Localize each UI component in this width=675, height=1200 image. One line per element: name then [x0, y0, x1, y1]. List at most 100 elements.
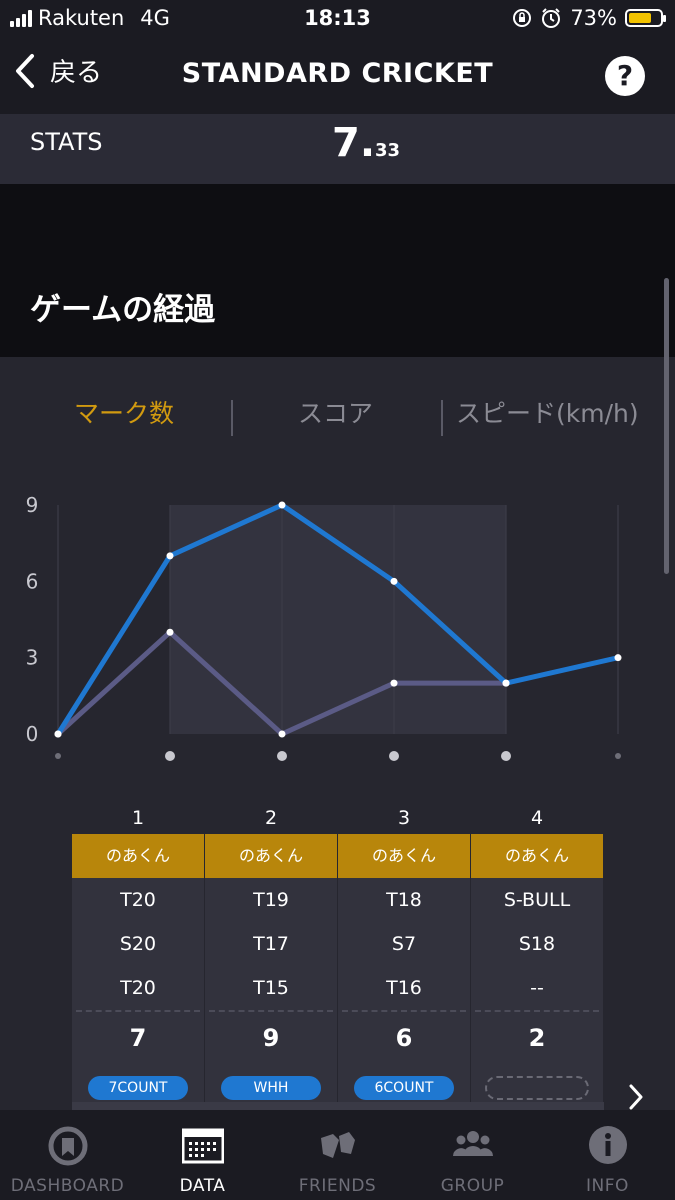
tab-score[interactable]: スコア — [298, 399, 374, 428]
data-point — [390, 679, 398, 687]
data-point — [278, 730, 286, 738]
chart-highlight-band — [170, 505, 506, 734]
round-total: 2 — [528, 1024, 546, 1052]
signal-icon — [10, 9, 32, 27]
award-badge-wrap: 6COUNT — [338, 1064, 470, 1112]
throw-1: S-BULL — [503, 889, 571, 911]
x-axis-dot — [615, 753, 621, 759]
player-name: のあくん — [205, 834, 337, 878]
tab-marks[interactable]: マーク数 — [74, 399, 175, 428]
carrier-name: Rakuten — [38, 6, 125, 30]
nav-bar: 戻る STANDARD CRICKET ? — [0, 36, 675, 114]
throw-3: T16 — [386, 977, 422, 999]
award-badge-wrap: 7COUNT — [72, 1064, 204, 1112]
data-point — [278, 501, 286, 509]
x-axis-dot — [55, 753, 61, 759]
back-button[interactable]: 戻る — [14, 52, 102, 89]
tabbar-label: DASHBOARD — [10, 1176, 125, 1196]
series-line — [55, 502, 621, 737]
data-point — [166, 628, 174, 636]
page-title: STANDARD CRICKET — [181, 58, 494, 89]
tabbar-label: DATA — [179, 1176, 226, 1196]
scrollbar[interactable] — [664, 278, 669, 574]
tab-speed[interactable]: スピード(km/h) — [456, 399, 639, 428]
throw-2: T17 — [253, 933, 289, 955]
tab-divider — [231, 400, 233, 436]
throw-1: T19 — [253, 889, 289, 911]
player-name: のあくん — [72, 834, 204, 878]
award-badge-empty — [485, 1076, 589, 1100]
x-axis-dot — [389, 751, 399, 761]
round-total: 6 — [395, 1024, 413, 1052]
player-name: のあくん — [338, 834, 470, 878]
battery-percent: 73% — [570, 6, 617, 30]
tabbar-data[interactable]: DATA — [135, 1110, 270, 1200]
data-point — [390, 577, 398, 585]
round-number: 1 — [131, 807, 145, 829]
divider — [342, 1010, 466, 1012]
throw-1: T20 — [120, 889, 156, 911]
data-point — [166, 552, 174, 560]
battery-icon — [625, 9, 666, 27]
round-number: 4 — [530, 807, 544, 829]
tabbar-info[interactable]: INFO — [540, 1110, 675, 1200]
data-icon — [182, 1128, 224, 1164]
clock: 18:13 — [304, 6, 371, 30]
tabbar-group[interactable]: GROUP — [405, 1110, 540, 1200]
tabbar-label: FRIENDS — [298, 1176, 377, 1196]
y-tick-label: 6 — [26, 569, 39, 593]
divider — [475, 1010, 599, 1012]
throw-2: S18 — [518, 933, 556, 955]
award-badge-wrap: WHH — [205, 1064, 337, 1112]
marks-line-chart: 0 3 6 9 — [26, 493, 622, 761]
throw-2: S7 — [391, 933, 417, 955]
round-column[interactable]: 4 のあくん S-BULL S18 -- 2 — [471, 806, 603, 1112]
tabbar-friends[interactable]: FRIENDS — [270, 1110, 405, 1200]
x-axis-dot — [165, 751, 175, 761]
player-name: のあくん — [471, 834, 603, 878]
round-column[interactable]: 3 のあくん T18 S7 T16 6 6COUNT — [338, 806, 470, 1112]
throw-2: S20 — [119, 933, 157, 955]
group-icon — [453, 1131, 493, 1156]
divider — [209, 1010, 333, 1012]
stats-value-decimal: 33 — [375, 140, 401, 161]
stats-value: 7.33 — [332, 120, 400, 166]
throw-3: -- — [530, 977, 544, 999]
table-bottom-strip — [72, 1102, 604, 1110]
help-button[interactable]: ? — [605, 56, 645, 96]
chevron-left-icon — [16, 53, 34, 88]
section-title: ゲームの経過 — [30, 292, 216, 328]
throw-3: T20 — [120, 977, 156, 999]
chevron-right-icon[interactable] — [627, 1080, 647, 1114]
data-point — [502, 679, 510, 687]
friends-icon — [321, 1132, 355, 1158]
dashboard-icon — [48, 1126, 88, 1166]
round-column[interactable]: 1 のあくん T20 S20 T20 7 7COUNT — [72, 806, 204, 1112]
award-badge: WHH — [221, 1076, 321, 1100]
rotation-lock-icon — [513, 9, 532, 27]
tabbar-label: GROUP — [440, 1176, 505, 1196]
y-tick-label: 0 — [26, 722, 39, 746]
round-number: 3 — [397, 807, 411, 829]
tabbar-label: INFO — [586, 1176, 629, 1196]
metric-tabs: マーク数 スコア スピード(km/h) — [20, 380, 670, 440]
throw-1: T18 — [386, 889, 422, 911]
tabbar-dashboard[interactable]: DASHBOARD — [0, 1110, 135, 1200]
x-axis-dot — [277, 751, 287, 761]
back-label: 戻る — [50, 58, 103, 88]
x-axis-dot — [501, 751, 511, 761]
divider — [76, 1010, 200, 1012]
alarm-icon — [542, 8, 561, 28]
throw-3: T15 — [253, 977, 289, 999]
y-tick-label: 3 — [26, 646, 39, 670]
award-badge: 7COUNT — [88, 1076, 188, 1100]
award-badge-wrap — [471, 1064, 603, 1112]
network-type: 4G — [140, 6, 170, 30]
round-column[interactable]: 2 のあくん T19 T17 T15 9 WHH — [205, 806, 337, 1112]
stats-row: STATS 7.33 — [0, 114, 675, 184]
award-badge: 6COUNT — [354, 1076, 454, 1100]
tab-bar: DASHBOARD DATA FRIENDS GROUP — [0, 1110, 675, 1200]
round-number: 2 — [264, 807, 278, 829]
y-tick-label: 9 — [26, 493, 39, 517]
data-point — [614, 654, 622, 662]
